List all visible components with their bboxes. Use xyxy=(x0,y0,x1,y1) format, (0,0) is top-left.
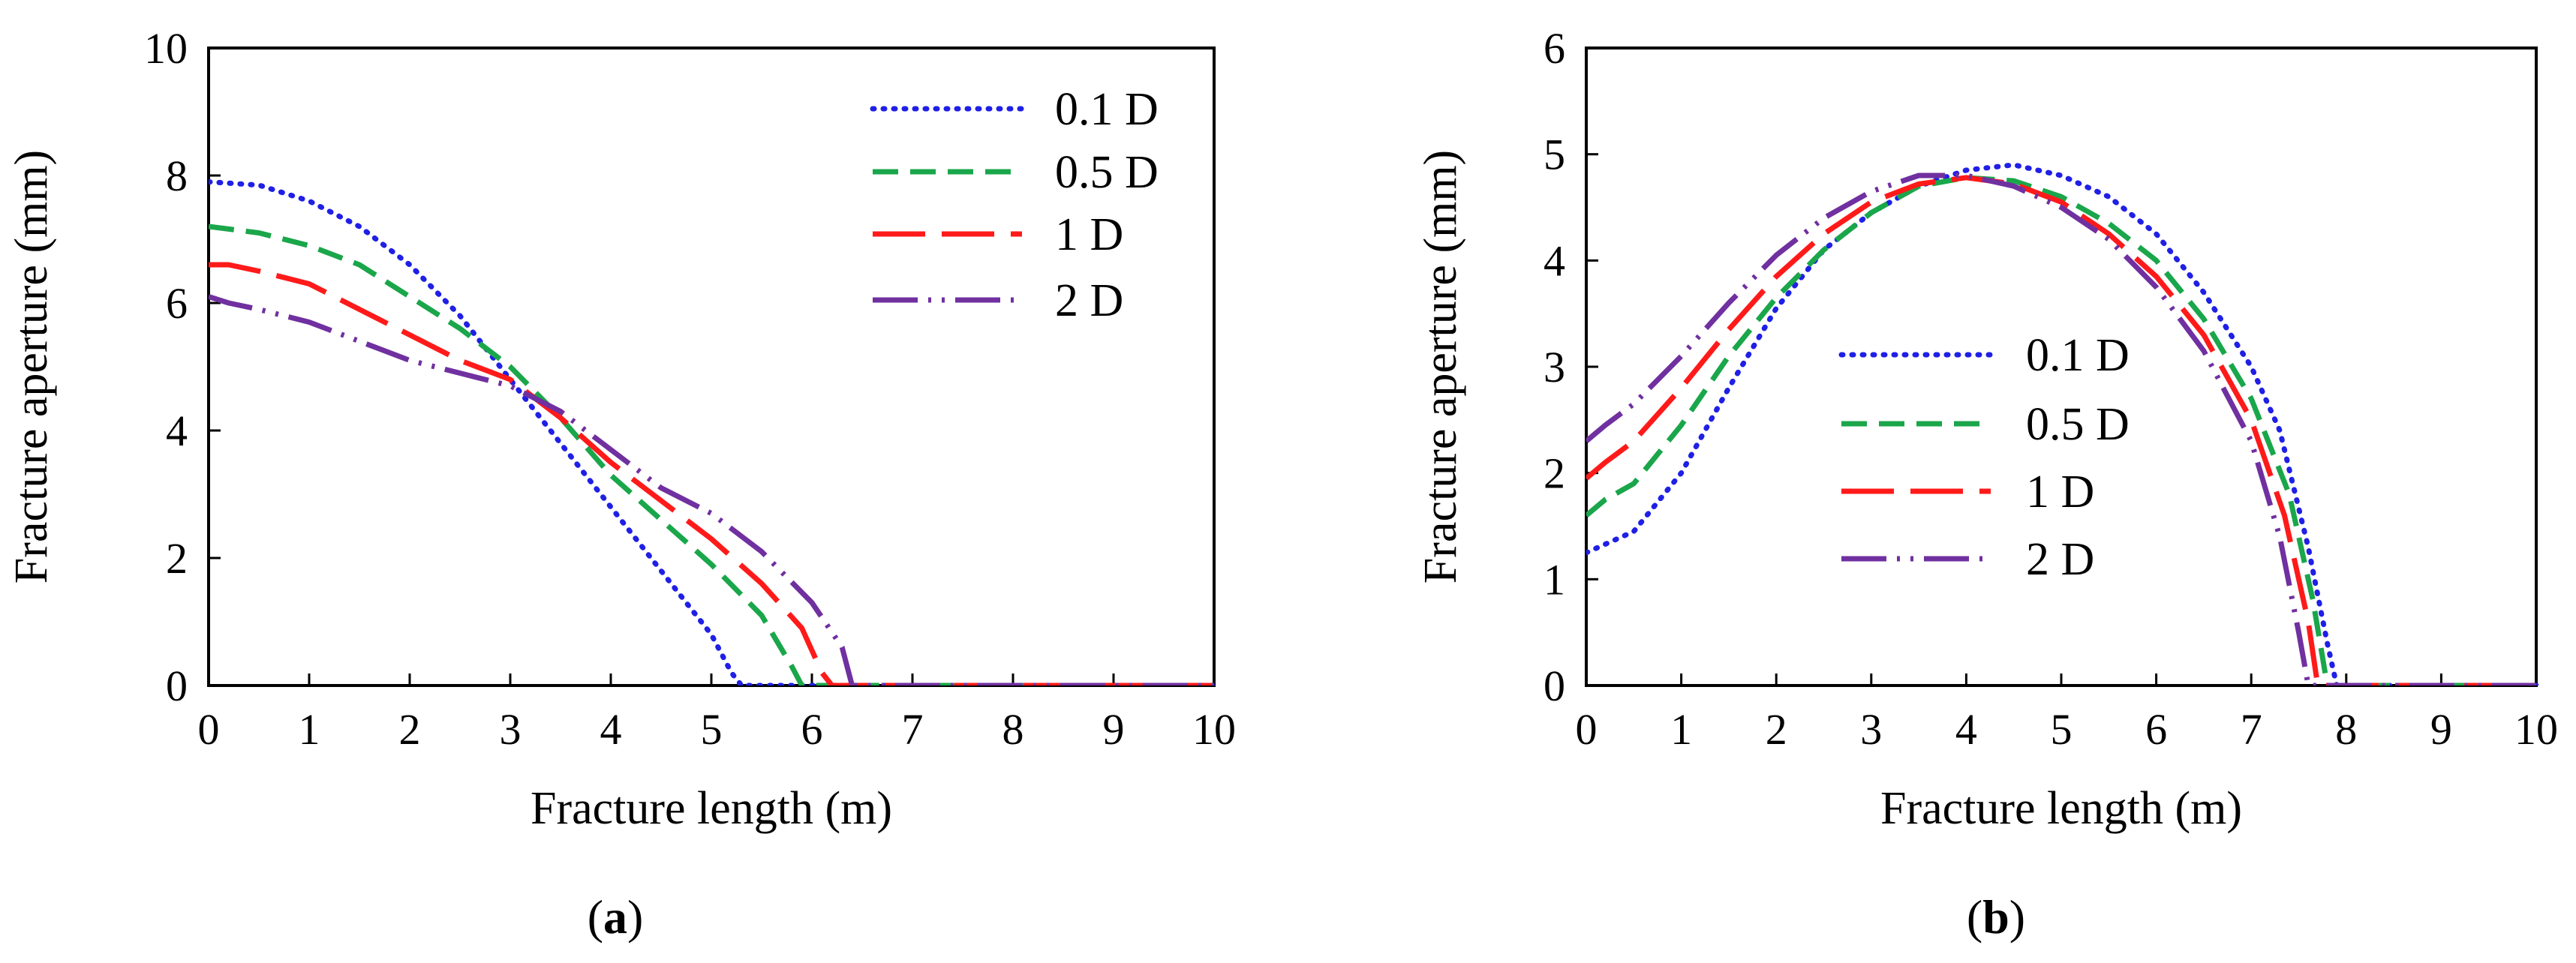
y-axis-title: Fracture aperture (mm) xyxy=(1415,150,1466,584)
panel-b: 0 1 2 3 4 5 6 7 8 9 10 0 1 2 3 4 5 6 Fracture length (m) Fr… xyxy=(1415,24,2558,944)
panel-caption: (a) xyxy=(588,890,644,944)
x-tick-label: 6 xyxy=(2145,705,2167,754)
x-tick-label: 8 xyxy=(1002,705,1024,754)
y-tick-label: 6 xyxy=(166,279,188,328)
y-tick-label: 2 xyxy=(166,534,188,583)
y-tick-label: 1 xyxy=(1543,555,1565,604)
x-axis-title: Fracture length (m) xyxy=(1880,783,2242,834)
y-tick-label: 2 xyxy=(1543,449,1565,498)
legend-label: 2 D xyxy=(1055,275,1123,326)
x-tick-label: 6 xyxy=(801,705,823,754)
y-tick-label: 4 xyxy=(166,406,188,455)
y-tick-label: 3 xyxy=(1543,343,1565,392)
y-tick-label: 0 xyxy=(1543,662,1565,710)
panel-caption-close: ) xyxy=(2009,890,2025,944)
plot-frame xyxy=(207,46,1216,687)
legend-label: 1 D xyxy=(2026,466,2094,518)
panel-caption-letter: a xyxy=(603,890,627,944)
y-tick-label: 5 xyxy=(1543,130,1565,179)
y-tick-label: 8 xyxy=(166,152,188,200)
y-axis-title: Fracture aperture (mm) xyxy=(6,150,57,584)
x-tick-label: 2 xyxy=(399,705,421,754)
y-tick-label: 6 xyxy=(1543,24,1565,73)
x-tick-label: 5 xyxy=(701,705,723,754)
series-line-1-d xyxy=(209,262,1214,686)
x-tick-label: 4 xyxy=(600,705,622,754)
x-tick-label: 3 xyxy=(1860,705,1882,754)
x-tick-label: 1 xyxy=(299,705,320,754)
panel-caption-letter: b xyxy=(1982,890,2009,944)
legend-label: 0.5 D xyxy=(1055,147,1159,198)
series-line-0-1-d xyxy=(1586,162,2539,686)
x-tick-label: 10 xyxy=(1192,705,1236,754)
series-line-2-d xyxy=(1586,172,2536,686)
legend-label: 0.1 D xyxy=(2026,330,2130,381)
panel-caption: (b) xyxy=(1967,890,2025,944)
x-tick-label: 0 xyxy=(198,705,220,754)
series-line-0-1-d xyxy=(209,179,1217,686)
series-line-0-5-d xyxy=(209,224,1214,686)
legend-label: 0.5 D xyxy=(2026,399,2130,450)
panel-caption-open: ( xyxy=(1967,890,1982,944)
x-tick-label: 9 xyxy=(1103,705,1125,754)
x-tick-label: 0 xyxy=(1576,705,1598,754)
panel-caption-open: ( xyxy=(588,890,603,944)
x-tick-label: 4 xyxy=(1955,705,1977,754)
x-tick-label: 5 xyxy=(2051,705,2073,754)
y-tick-label: 4 xyxy=(1543,236,1565,285)
x-tick-label: 10 xyxy=(2514,705,2558,754)
x-tick-label: 7 xyxy=(2241,705,2262,754)
x-tick-label: 2 xyxy=(1766,705,1787,754)
legend-label: 0.1 D xyxy=(1055,84,1159,135)
y-tick-label: 10 xyxy=(144,24,188,73)
series-line-2-d xyxy=(209,294,1214,686)
legend-label: 2 D xyxy=(2026,534,2094,585)
x-tick-label: 7 xyxy=(902,705,924,754)
x-tick-label: 8 xyxy=(2335,705,2357,754)
x-tick-label: 1 xyxy=(1670,705,1692,754)
panel-a: 0 1 2 3 4 5 6 7 8 9 10 0 2 4 6 8 10 Fracture length (m) Fr… xyxy=(6,24,1236,944)
x-tick-label: 3 xyxy=(500,705,522,754)
x-tick-label: 9 xyxy=(2430,705,2452,754)
y-tick-label: 0 xyxy=(166,662,188,710)
x-axis-title: Fracture length (m) xyxy=(531,783,892,834)
panel-caption-close: ) xyxy=(627,890,643,944)
legend-label: 1 D xyxy=(1055,209,1123,260)
